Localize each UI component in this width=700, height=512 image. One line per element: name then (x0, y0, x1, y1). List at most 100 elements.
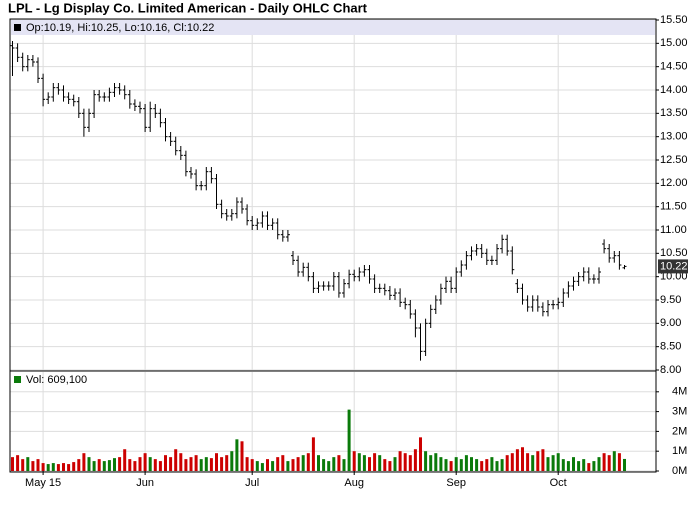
volume-frame (9, 370, 657, 473)
volume-bar (347, 409, 351, 471)
volume-bar (204, 457, 208, 471)
volume-bar (495, 461, 499, 471)
volume-bar (373, 453, 377, 471)
volume-bar (342, 459, 346, 471)
volume-bar (429, 455, 433, 471)
volume-bar (179, 453, 183, 471)
volume-bar (225, 455, 229, 471)
volume-bar (413, 449, 417, 471)
volume-bar (220, 457, 224, 471)
y-tick-label: 12.00 (660, 177, 688, 189)
volume-bar (21, 459, 25, 471)
volume-bar (46, 464, 50, 471)
volume-bar (505, 455, 509, 471)
volume-tick-label: 4M (672, 386, 687, 398)
chart-title: LPL - Lg Display Co. Limited American - … (8, 0, 368, 15)
volume-bar (612, 451, 616, 471)
volume-bar (41, 463, 45, 471)
volume-bar (551, 455, 555, 471)
volume-bar (281, 455, 285, 471)
y-tick-label: 11.50 (660, 201, 687, 213)
volume-bar (577, 461, 581, 471)
volume-bar (189, 457, 193, 471)
volume-bar (602, 453, 606, 471)
volume-bar (378, 455, 382, 471)
volume-bar (459, 459, 463, 471)
volume-bar (398, 451, 402, 471)
volume-tick-label: 1M (672, 445, 687, 457)
volume-bar (362, 455, 366, 471)
volume-bar (592, 461, 596, 471)
y-tick-label: 9.50 (660, 294, 681, 306)
volume-bar (500, 459, 504, 471)
volume-bar (515, 449, 519, 471)
volume-bar (138, 457, 142, 471)
x-tick-label: May 15 (25, 477, 61, 489)
volume-bar (470, 457, 473, 471)
volume-bar (291, 459, 295, 471)
volume-bar (286, 461, 290, 471)
volume-bar (56, 464, 60, 471)
volume-bar (215, 453, 218, 471)
volume-bar (169, 457, 173, 471)
volume-bar (255, 461, 259, 471)
volume-bar (546, 457, 550, 471)
volume-bar (623, 458, 626, 471)
volume-bar (301, 455, 305, 471)
volume-tick-label: 2M (672, 425, 687, 437)
volume-bar (143, 453, 147, 471)
y-tick-label: 14.00 (660, 84, 688, 96)
y-tick-label: 8.00 (660, 364, 681, 376)
y-tick-label: 13.50 (660, 107, 688, 119)
volume-bar (16, 455, 20, 471)
legend-band (11, 20, 655, 35)
volume-bar (566, 461, 570, 471)
volume-bar (383, 459, 387, 471)
volume-bar (434, 453, 438, 471)
volume-bar (322, 459, 326, 471)
y-tick-label: 14.50 (660, 61, 688, 73)
volume-bar (388, 461, 392, 471)
volume-bar (454, 457, 458, 471)
volume-bar (77, 459, 81, 471)
volume-bar (199, 459, 203, 471)
volume-bar (11, 457, 14, 471)
volume-bar (67, 464, 71, 471)
volume-bar (240, 441, 244, 471)
volume-bar (266, 459, 269, 471)
volume-bar (245, 457, 249, 471)
volume-bar (526, 453, 530, 471)
volume-bar (357, 453, 361, 471)
volume-bar (148, 457, 152, 471)
volume-bar (531, 455, 535, 471)
x-tick-label: Jun (136, 477, 154, 489)
y-tick-label: 9.00 (660, 317, 681, 329)
volume-bar (113, 458, 116, 471)
last-price-label: 10.22 (660, 260, 688, 272)
volume-bar (184, 459, 188, 471)
volume-bar (174, 449, 178, 471)
volume-bar (607, 455, 611, 471)
volume-bar (490, 457, 494, 471)
volume-legend-swatch (14, 376, 21, 383)
volume-bar (92, 461, 96, 471)
volume-bar (31, 461, 35, 471)
volume-bar (464, 455, 468, 471)
volume-tick-label: 3M (672, 406, 687, 418)
volume-bar (541, 449, 545, 471)
volume-bar (556, 453, 560, 471)
volume-bar (572, 457, 575, 471)
x-tick-label: Jul (245, 477, 259, 489)
last-price-box (658, 259, 688, 274)
volume-bar (153, 459, 157, 471)
volume-bar (158, 461, 162, 471)
volume-bar (72, 462, 76, 471)
volume-bar (36, 459, 40, 471)
volume-bar (51, 463, 55, 471)
volume-bar (510, 453, 514, 471)
volume-tick-label: 0M (672, 465, 687, 477)
volume-bar (271, 461, 275, 471)
ohlc-legend: Op:10.19, Hi:10.25, Lo:10.16, Cl:10.22 (26, 22, 214, 34)
volume-bar (332, 457, 336, 471)
